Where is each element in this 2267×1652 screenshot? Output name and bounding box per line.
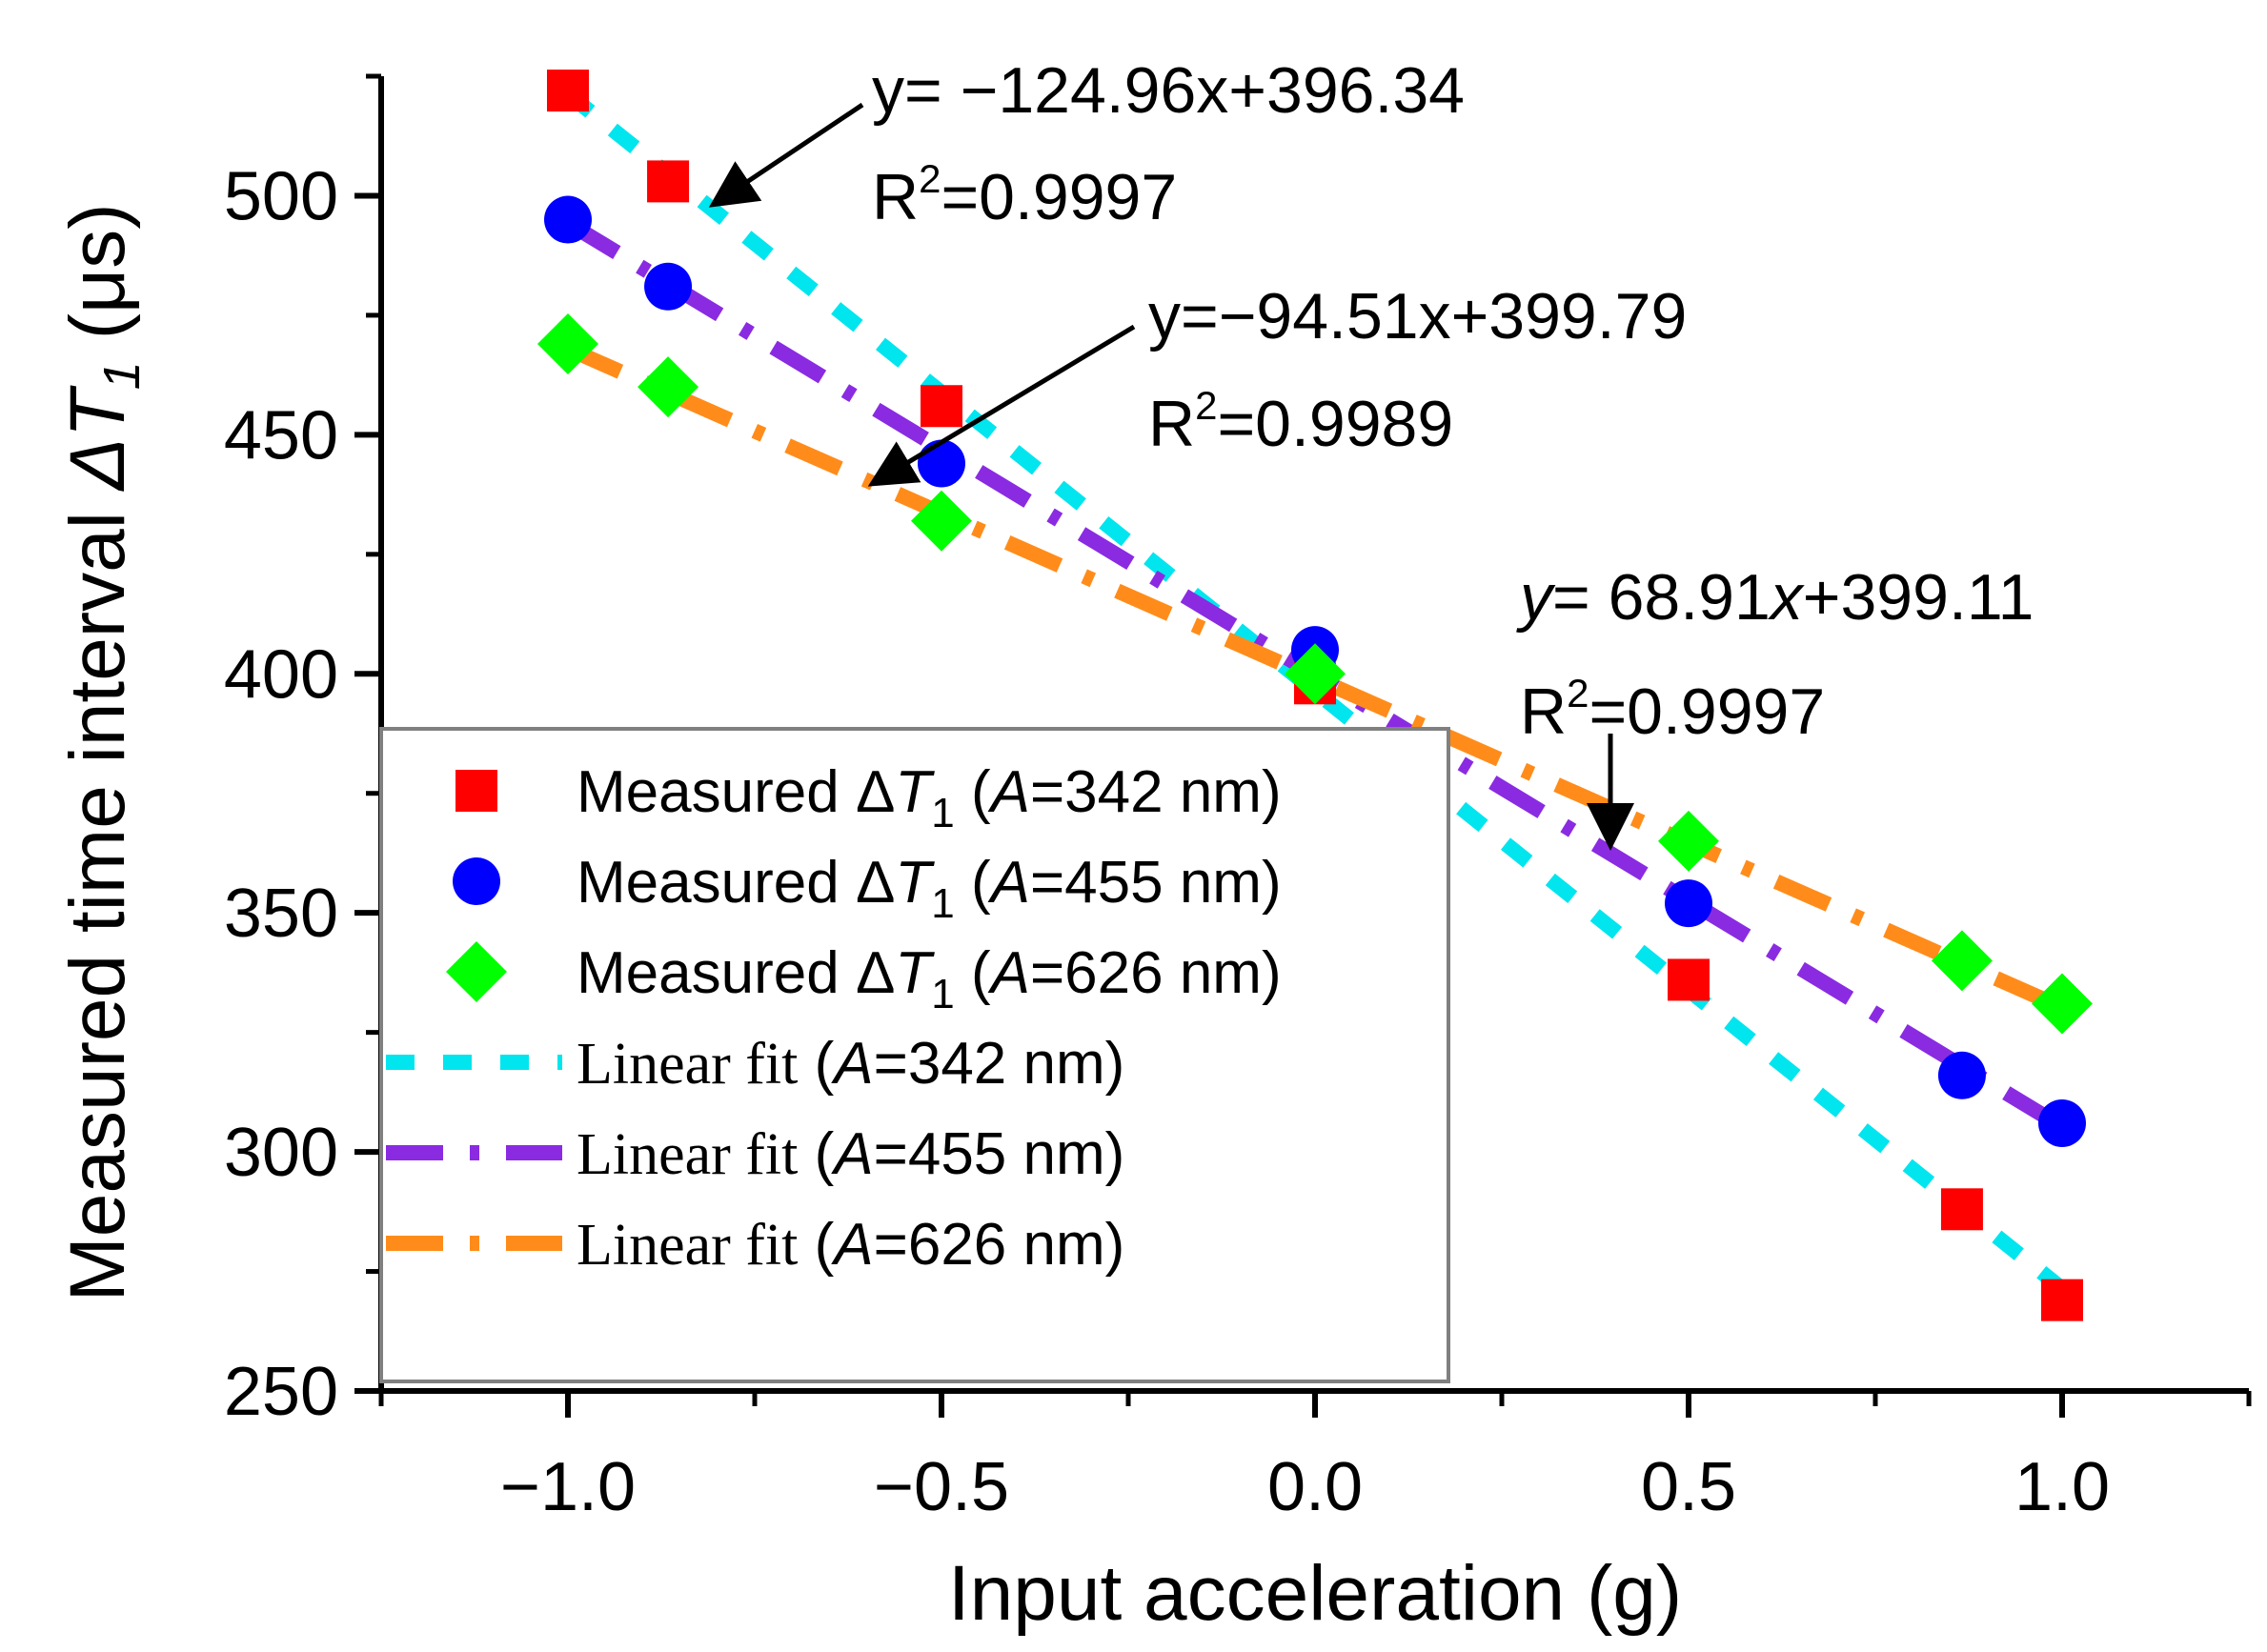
legend-items: Measured ΔT1 (A=342 nm) Measured ΔT1 (A=4… [386, 759, 1282, 1278]
data-point [1658, 810, 1719, 872]
tick-labels: −1.0 −0.5 0.0 0.5 1.0 250 300 350 400 450 500 [224, 158, 2110, 1525]
x-axis-title: Input acceleration (g) [948, 1550, 1682, 1637]
legend-label: Measured ΔT1 (A=455 nm) [577, 850, 1282, 927]
annotation-arrow [708, 102, 864, 208]
y-tick-label: 350 [224, 876, 338, 952]
markers [537, 70, 2093, 1321]
x-tick-label: −1.0 [500, 1449, 636, 1525]
legend-label: Linear fit (A=455 nm) [577, 1121, 1124, 1187]
data-point [1668, 958, 1710, 1001]
data-point [647, 160, 690, 203]
x-tick-label: 1.0 [2014, 1449, 2110, 1525]
data-point [911, 490, 972, 552]
y-tick-label: 450 [224, 397, 338, 473]
data-point [2041, 1279, 2083, 1321]
legend-label: Measured ΔT1 (A=342 nm) [577, 759, 1282, 836]
legend-label: Linear fit (A=342 nm) [577, 1031, 1124, 1097]
data-point [1665, 879, 1712, 928]
annotation-r2: R2=0.9997 [1520, 671, 1825, 748]
legend-label: Linear fit (A=626 nm) [577, 1212, 1124, 1278]
annotation-equation: y= −124.96x+396.34 [872, 54, 1465, 127]
data-point [544, 195, 592, 244]
y-tick-label: 300 [224, 1115, 338, 1191]
annotation-r2: R2=0.9997 [872, 156, 1177, 233]
y-tick-label: 400 [224, 636, 338, 713]
annotation-fit-455: y=−94.51x+399.79 R2=0.9989 [867, 280, 1687, 487]
legend-marker [455, 770, 497, 812]
data-point [547, 70, 589, 112]
annotation-fit-626: y= 68.91x+399.11 R2=0.9997 [1516, 561, 2034, 851]
data-point [1937, 1051, 1986, 1099]
data-point [2038, 1098, 2086, 1147]
data-point [1285, 643, 1346, 705]
annotation-equation: y=−94.51x+399.79 [1148, 280, 1687, 353]
x-tick-label: −0.5 [874, 1449, 1009, 1525]
x-tick-label: 0.0 [1267, 1449, 1363, 1525]
data-point [2032, 973, 2093, 1035]
data-point [638, 356, 699, 418]
legend-label: Measured ΔT1 (A=626 nm) [577, 940, 1282, 1017]
y-tick-label: 250 [224, 1354, 338, 1430]
ticks [354, 73, 2252, 1418]
y-axis-title: Measured time interval ΔT1 (μs) [54, 203, 151, 1301]
annotation-equation: y= 68.91x+399.11 [1516, 561, 2034, 634]
data-point [918, 439, 965, 488]
fit-line [564, 341, 2066, 1015]
data-point [644, 262, 693, 311]
annotation-r2: R2=0.9989 [1148, 383, 1453, 460]
data-point [1931, 930, 1993, 992]
data-point [921, 385, 962, 428]
annotation-fit-342: y= −124.96x+396.34 R2=0.9997 [708, 54, 1465, 233]
annotation-arrow [867, 324, 1136, 487]
data-point [537, 313, 598, 375]
legend-marker [453, 857, 500, 905]
y-tick-label: 500 [224, 158, 338, 234]
x-tick-label: 0.5 [1641, 1449, 1736, 1525]
legend: Measured ΔT1 (A=342 nm) Measured ΔT1 (A=4… [379, 727, 1450, 1383]
data-point [1940, 1188, 1983, 1231]
legend-marker [446, 941, 507, 1002]
